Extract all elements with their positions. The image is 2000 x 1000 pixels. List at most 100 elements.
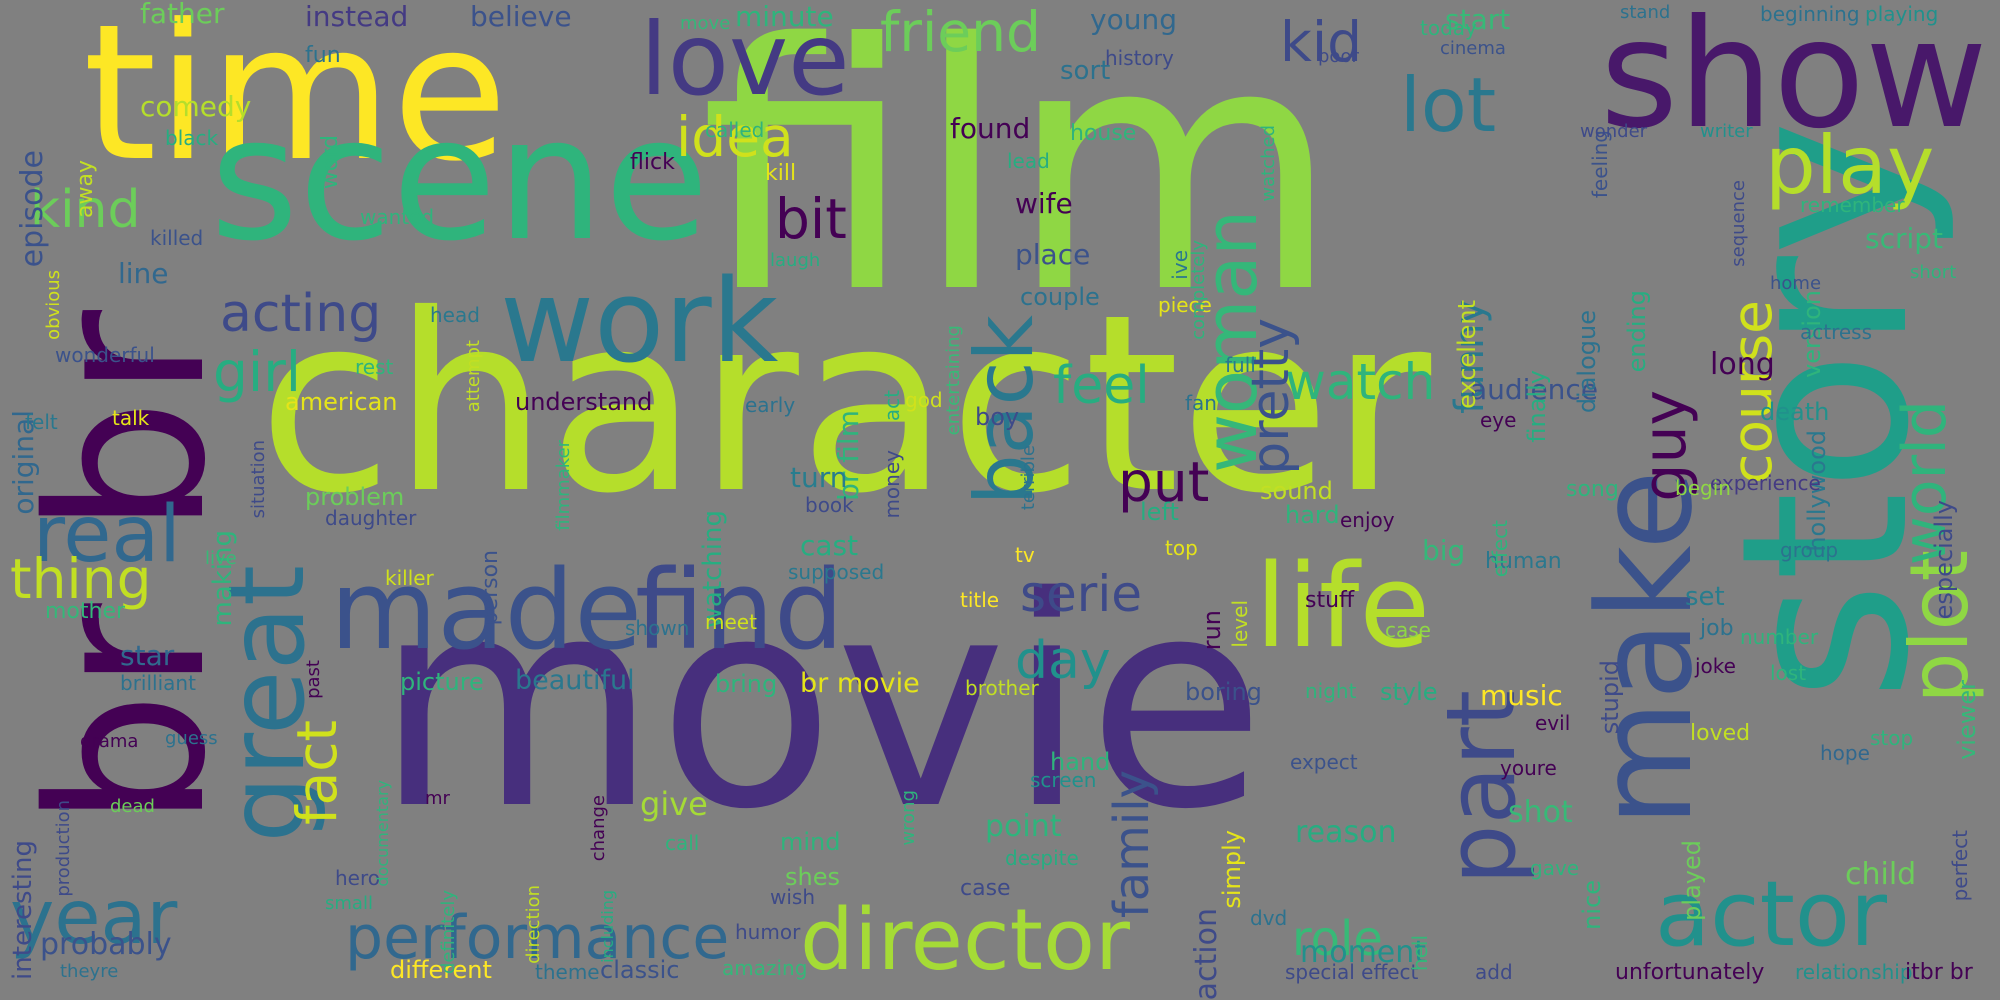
- word-entertaining: entertaining: [943, 325, 964, 436]
- word-actor: actor: [1655, 862, 1887, 967]
- word-sort: sort: [1060, 56, 1111, 86]
- word-excellent: excellent: [1453, 300, 1481, 409]
- word-style: style: [1380, 678, 1438, 706]
- word-pretty: pretty: [1241, 318, 1301, 475]
- word-minute: minute: [735, 0, 834, 33]
- word-killed: killed: [150, 226, 204, 250]
- word-stand: stand: [1620, 2, 1671, 23]
- word-made: made: [330, 546, 643, 674]
- word-shown: shown: [625, 616, 690, 640]
- word-flick: flick: [630, 150, 675, 175]
- word-enjoy: enjoy: [1340, 508, 1395, 532]
- word-book: book: [805, 493, 854, 517]
- word-understand: understand: [515, 388, 653, 416]
- word-boy: boy: [975, 403, 1020, 431]
- word-comedy: comedy: [140, 90, 252, 123]
- word-case: case: [960, 876, 1011, 901]
- word-young: young: [1090, 3, 1177, 36]
- word-finally: finally: [1523, 370, 1551, 443]
- word-theme: theme: [535, 960, 600, 984]
- word-reason: reason: [1295, 815, 1397, 850]
- word-father: father: [140, 0, 225, 30]
- word-film: film: [700, 0, 1340, 368]
- word-turn: turn: [790, 461, 848, 494]
- word-experience: experience: [1710, 471, 1821, 495]
- word-actress: actress: [1800, 320, 1873, 344]
- word-youre: youre: [1500, 756, 1557, 780]
- word-unfortunately: unfortunately: [1615, 960, 1765, 985]
- word-lost: lost: [1770, 661, 1807, 685]
- word-part: part: [1427, 690, 1537, 885]
- word-ending: ending: [1623, 290, 1651, 373]
- word-hell: hell: [1408, 935, 1432, 972]
- word-dead: dead: [110, 796, 155, 817]
- word-director: director: [800, 891, 1130, 990]
- word-moment: moment: [1300, 935, 1427, 970]
- word-beginning: beginning: [1760, 2, 1860, 26]
- word-fun: fun: [305, 43, 341, 68]
- word-scene: scene: [210, 81, 709, 279]
- word-watched: watched: [1258, 125, 1279, 202]
- word-early: early: [745, 393, 796, 417]
- word-show: show: [1600, 0, 1988, 162]
- word-mind: mind: [780, 828, 841, 856]
- word-remember: remember: [1800, 193, 1905, 217]
- word-screen: screen: [1030, 768, 1097, 792]
- word-black: black: [165, 126, 219, 150]
- word-title: title: [960, 588, 1000, 612]
- word-perfect: perfect: [1948, 830, 1972, 902]
- word-joke: joke: [1695, 654, 1736, 678]
- word-production: production: [53, 800, 74, 897]
- word-song: song: [1566, 477, 1619, 502]
- word-life: life: [1255, 540, 1431, 674]
- word-dvd: dvd: [1250, 906, 1288, 930]
- word-sound: sound: [1260, 477, 1333, 505]
- word-bring: bring: [715, 670, 778, 698]
- word-situation: situation: [248, 440, 269, 519]
- word-job: job: [1700, 616, 1734, 641]
- word-picture: picture: [400, 668, 484, 696]
- word-instead: instead: [305, 0, 409, 33]
- word-serie: serie: [1020, 565, 1143, 623]
- word-american: american: [285, 388, 398, 416]
- word-live: live: [205, 548, 237, 569]
- word-effect: effect: [1488, 520, 1512, 578]
- word-supposed: supposed: [788, 560, 885, 584]
- word-full: full: [1225, 353, 1256, 377]
- word-ive: ive: [1168, 250, 1192, 280]
- word-feel: feel: [1053, 356, 1150, 416]
- word-course: course: [1720, 300, 1784, 484]
- word-girl: girl: [213, 340, 302, 404]
- word-viewer: viewer: [1953, 680, 1981, 760]
- word-level: level: [1228, 600, 1252, 648]
- word-problem: problem: [305, 483, 405, 511]
- word-family: family: [1104, 770, 1160, 919]
- word-played: played: [1678, 840, 1706, 921]
- word-left: left: [1140, 498, 1179, 526]
- word-classic: classic: [600, 956, 680, 984]
- word-point: point: [985, 809, 1062, 844]
- word-mother: mother: [45, 599, 126, 624]
- word-top: top: [1165, 536, 1198, 560]
- word-wife: wife: [1015, 187, 1073, 220]
- word-long: long: [1710, 347, 1775, 382]
- word-lead: lead: [1007, 149, 1050, 173]
- word-mr: mr: [425, 788, 450, 809]
- word-documentary: documentary: [373, 780, 392, 887]
- word-relationship: relationship: [1795, 960, 1913, 984]
- word-wonder: wonder: [1580, 121, 1648, 142]
- word-number: number: [1740, 625, 1819, 649]
- word-especially: especially: [1930, 500, 1958, 620]
- word-play: play: [1765, 119, 1935, 212]
- word-change: change: [588, 795, 609, 862]
- word-nice: nice: [1578, 880, 1606, 930]
- word-interesting: interesting: [8, 840, 38, 980]
- word-cinema: cinema: [1440, 38, 1506, 59]
- word-music: music: [1480, 679, 1563, 712]
- word-br-movie: br movie: [800, 668, 920, 699]
- word-wonderful: wonderful: [55, 343, 155, 367]
- word-history: history: [1105, 46, 1174, 70]
- word-hero: hero: [335, 866, 380, 890]
- word-piece: piece: [1158, 293, 1212, 317]
- word-rest: rest: [355, 355, 394, 379]
